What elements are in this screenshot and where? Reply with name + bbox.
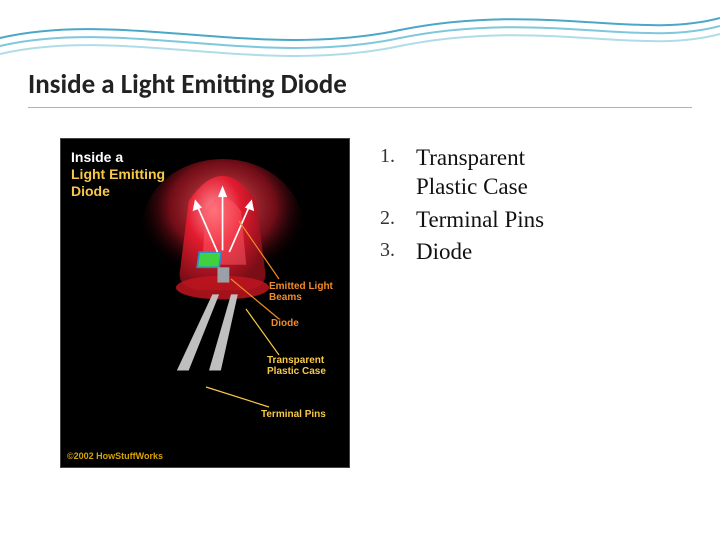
label-emitted-light-text2: Beams (269, 292, 302, 303)
label-case-text2: Plastic Case (267, 366, 326, 377)
diagram-copyright: ©2002 HowStuffWorks (67, 451, 163, 461)
label-diode-text: Diode (271, 318, 299, 329)
title-underline (28, 107, 692, 108)
list-text-1: Transparent Plastic Case (416, 144, 528, 202)
list-item: 1. Transparent Plastic Case (380, 144, 544, 202)
list-item: 2. Terminal Pins (380, 206, 544, 235)
label-pins-text: Terminal Pins (261, 409, 326, 420)
label-case-text1: Transparent (267, 355, 325, 366)
list-num-2: 2. (380, 206, 402, 235)
page-title-area: Inside a Light Emitting Diode (28, 68, 692, 108)
list-item: 3. Diode (380, 238, 544, 267)
list-num-1: 1. (380, 144, 402, 202)
list-text-1-line2: Plastic Case (416, 174, 528, 199)
led-diagram-panel: Inside a Light Emitting Diode (60, 138, 350, 468)
list-text-2: Terminal Pins (416, 206, 544, 235)
label-emitted-light-text1: Emitted Light (269, 281, 334, 292)
list-num-3: 3. (380, 238, 402, 267)
list-text-3: Diode (416, 238, 472, 267)
page-title: Inside a Light Emitting Diode (28, 68, 692, 107)
label-emitted-light: Emitted Light Beams (239, 221, 334, 303)
label-callouts: Emitted Light Beams Diode Transparent Pl… (61, 139, 351, 469)
content-row: Inside a Light Emitting Diode (60, 138, 680, 468)
component-list: 1. Transparent Plastic Case 2. Terminal … (380, 138, 544, 468)
wave-decoration (0, 0, 720, 70)
list-text-1-line1: Transparent (416, 145, 525, 170)
label-pins: Terminal Pins (206, 387, 326, 420)
